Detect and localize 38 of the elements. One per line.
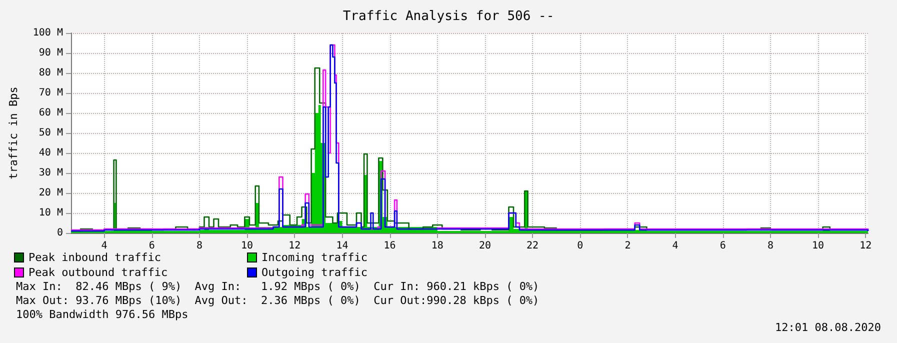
text: 100% Bandwidth 976.56 MBps <box>16 308 188 321</box>
x-tick-label: 6 <box>720 240 726 252</box>
y-tick-label: 30 M <box>38 168 63 178</box>
x-tick-label: 14 <box>336 240 348 252</box>
y-tick-label: 70 M <box>38 88 63 98</box>
x-tick-label: 20 <box>478 240 491 252</box>
legend-label: Outgoing traffic <box>262 266 368 279</box>
x-tick-label: 10 <box>241 240 254 252</box>
x-tick-label: 22 <box>526 240 539 252</box>
text: Max In: 82.46 MBps ( 9%) Avg In: 1.92 MBps ( 0%) Cur In: 960.21 kBps ( 0%) <box>16 280 540 293</box>
y-tick-label: 60 M <box>38 108 63 118</box>
y-axis-title: traffic in Bps <box>7 86 20 180</box>
x-tick-label: 12 <box>288 240 301 252</box>
x-tick-label: 0 <box>577 240 584 252</box>
x-tick-label: 18 <box>431 240 444 252</box>
y-tick-label: 40 M <box>38 148 63 158</box>
legend-label: Incoming traffic <box>262 251 368 264</box>
x-tick-label: 16 <box>384 240 396 252</box>
x-tick-label: 6 <box>148 240 155 252</box>
x-tick-label: 10 <box>812 240 824 252</box>
y-tick-label: 20 M <box>38 188 63 198</box>
y-tick-label: 10 M <box>38 208 63 218</box>
x-tick-label: 8 <box>196 240 202 252</box>
x-tick-label: 8 <box>767 240 774 252</box>
y-tick-label: 0 <box>56 228 63 238</box>
x-tick-label: 4 <box>672 240 678 252</box>
x-tick-label: 4 <box>101 240 108 252</box>
y-tick-label: 50 M <box>38 128 63 138</box>
legend-label: Peak outbound traffic <box>28 266 168 279</box>
x-tick-label: 2 <box>624 240 631 252</box>
y-tick-label: 90 M <box>38 48 63 58</box>
y-tick-label: 100 M <box>32 28 63 38</box>
legend-label: Peak inbound traffic <box>28 251 161 264</box>
x-tick-label: 12 <box>860 240 872 252</box>
text: Max Out: 93.76 MBps (10%) Avg Out: 2.36 MBps ( 0%) Cur Out:990.28 kBps ( 0%) <box>16 294 540 307</box>
chart-title: Traffic Analysis for 506 -- <box>342 9 554 24</box>
text: 12:01 08.08.2020 <box>775 321 882 334</box>
y-tick-label: 80 M <box>38 68 63 78</box>
